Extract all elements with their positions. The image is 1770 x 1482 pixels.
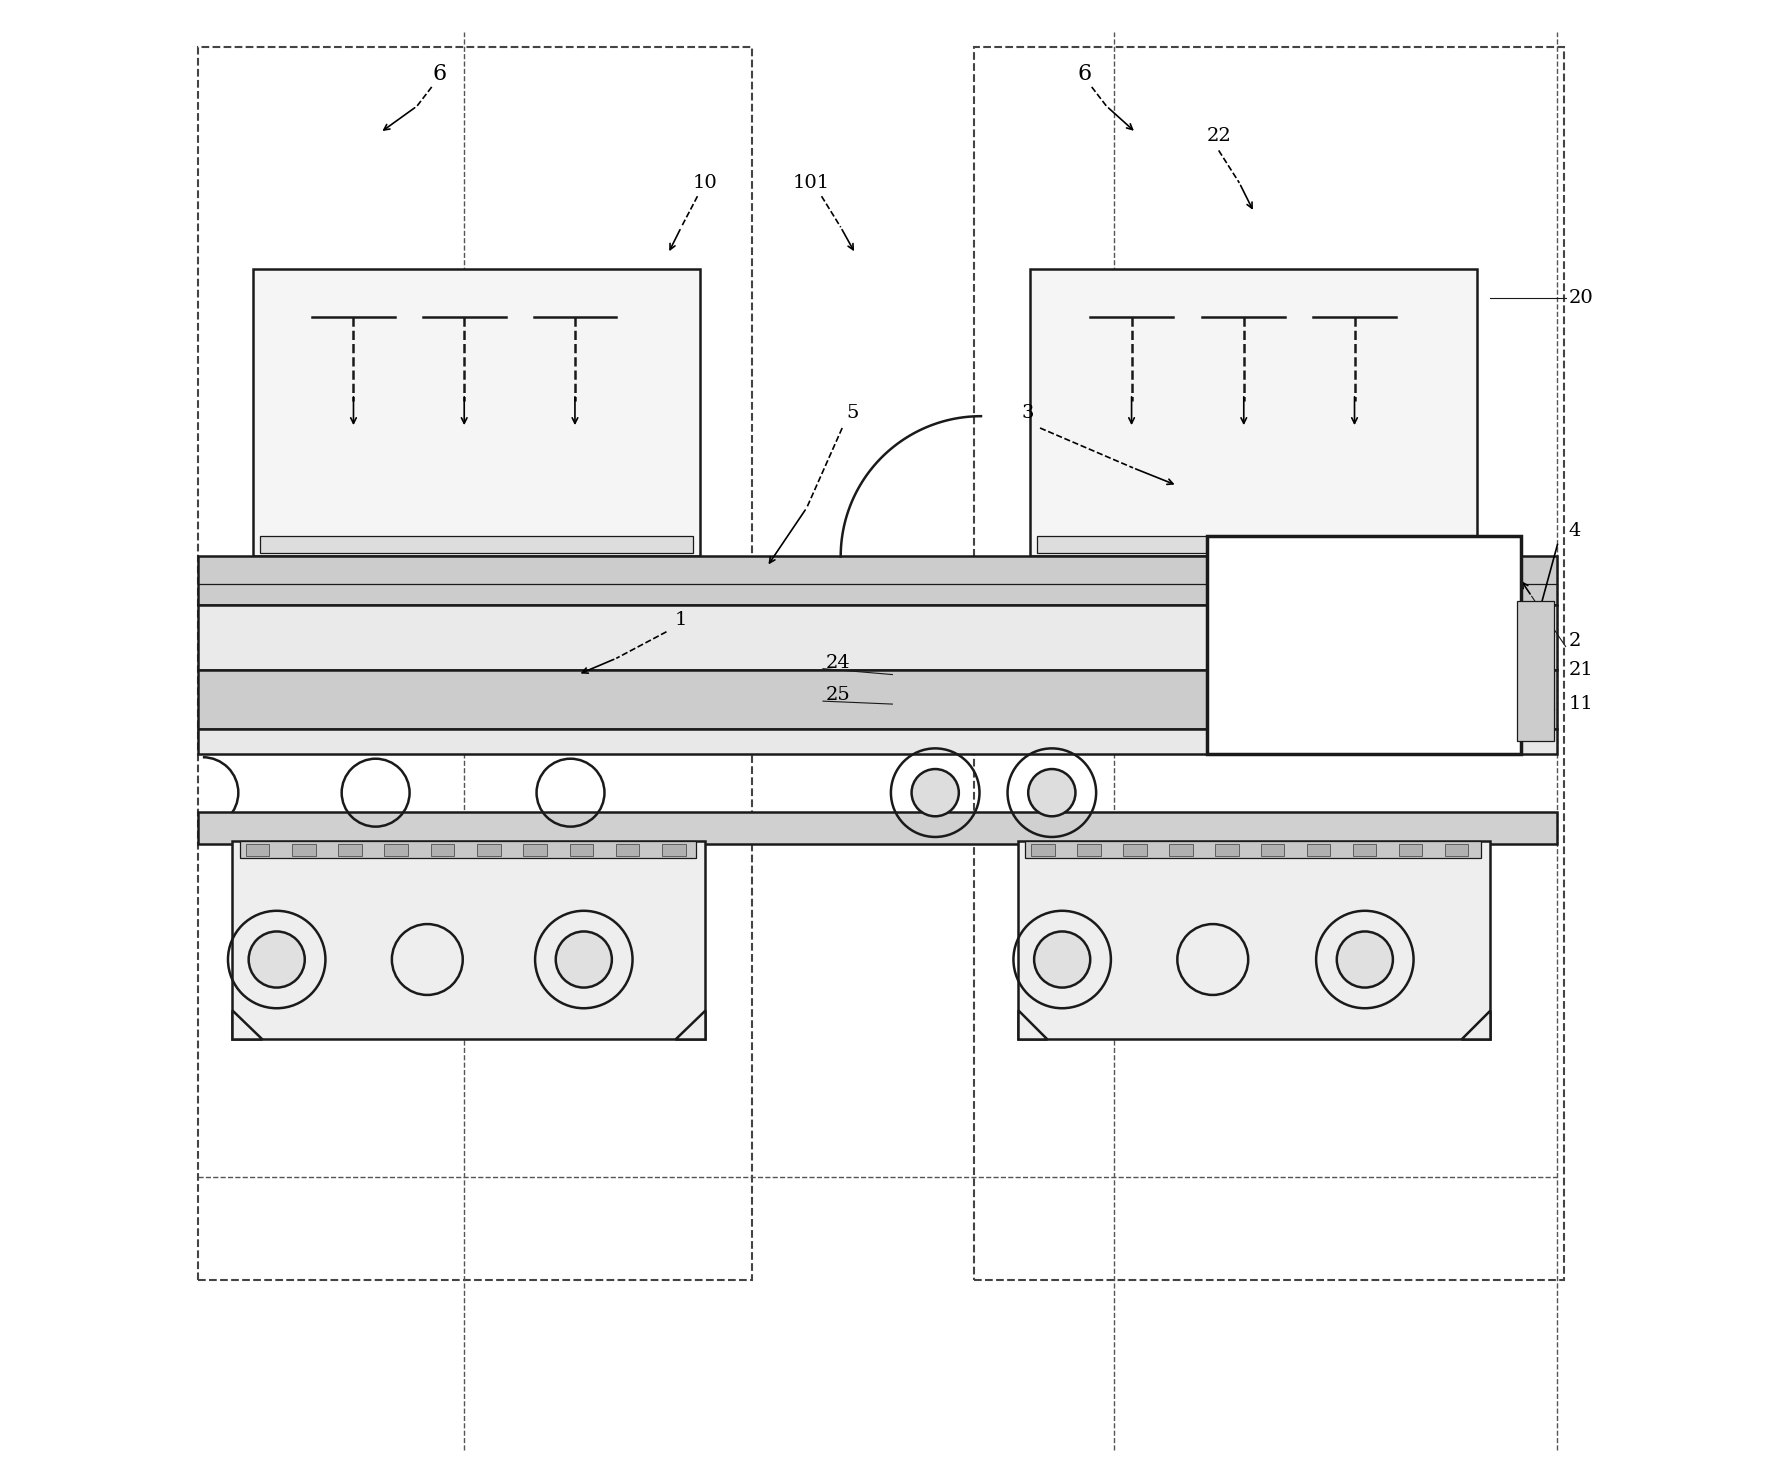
Polygon shape: [1018, 1009, 1048, 1039]
Circle shape: [912, 769, 959, 817]
Text: 5: 5: [846, 405, 858, 422]
Circle shape: [556, 932, 612, 987]
Text: 21: 21: [1568, 661, 1593, 679]
Bar: [524, 845, 547, 857]
Bar: [198, 47, 752, 1280]
Polygon shape: [676, 1009, 704, 1039]
Bar: [1018, 842, 1490, 1039]
Polygon shape: [232, 1009, 262, 1039]
Bar: [384, 845, 409, 857]
Bar: [292, 845, 315, 857]
Bar: [570, 845, 593, 857]
Text: 24: 24: [827, 654, 851, 671]
Text: 6: 6: [432, 62, 446, 84]
Bar: [239, 842, 696, 858]
Text: 3: 3: [1021, 405, 1034, 422]
Bar: [1260, 845, 1285, 857]
Text: 11: 11: [1568, 695, 1593, 713]
Bar: [1207, 536, 1522, 754]
Circle shape: [1034, 932, 1090, 987]
Bar: [1030, 268, 1476, 556]
Bar: [198, 670, 1558, 729]
Bar: [1032, 845, 1055, 857]
Bar: [253, 268, 701, 556]
Circle shape: [1028, 769, 1076, 817]
Bar: [1037, 536, 1469, 553]
Text: 20: 20: [1568, 289, 1593, 307]
Bar: [1398, 845, 1423, 857]
Bar: [1214, 845, 1239, 857]
Bar: [1025, 842, 1481, 858]
Bar: [1122, 845, 1147, 857]
Bar: [260, 536, 694, 553]
Text: 1: 1: [674, 611, 687, 628]
Bar: [1306, 845, 1331, 857]
Polygon shape: [1460, 1009, 1490, 1039]
Bar: [198, 812, 1558, 845]
Bar: [246, 845, 269, 857]
Bar: [1078, 845, 1101, 857]
Bar: [198, 556, 1558, 605]
Bar: [232, 842, 704, 1039]
Text: 2: 2: [1568, 631, 1581, 649]
Text: 4: 4: [1568, 522, 1581, 541]
Text: 6: 6: [1078, 62, 1092, 84]
Text: 10: 10: [692, 173, 717, 191]
Bar: [430, 845, 455, 857]
Text: 22: 22: [1207, 126, 1232, 145]
Circle shape: [248, 932, 304, 987]
Text: 25: 25: [827, 686, 851, 704]
Bar: [1352, 845, 1377, 857]
Bar: [662, 845, 685, 857]
Text: 101: 101: [793, 173, 830, 191]
Bar: [616, 845, 639, 857]
Bar: [198, 605, 1558, 670]
Bar: [1517, 600, 1554, 741]
Bar: [1168, 845, 1193, 857]
Bar: [198, 729, 1558, 754]
Bar: [338, 845, 361, 857]
Bar: [974, 47, 1565, 1280]
Bar: [476, 845, 501, 857]
Bar: [1444, 845, 1467, 857]
Circle shape: [1336, 932, 1393, 987]
